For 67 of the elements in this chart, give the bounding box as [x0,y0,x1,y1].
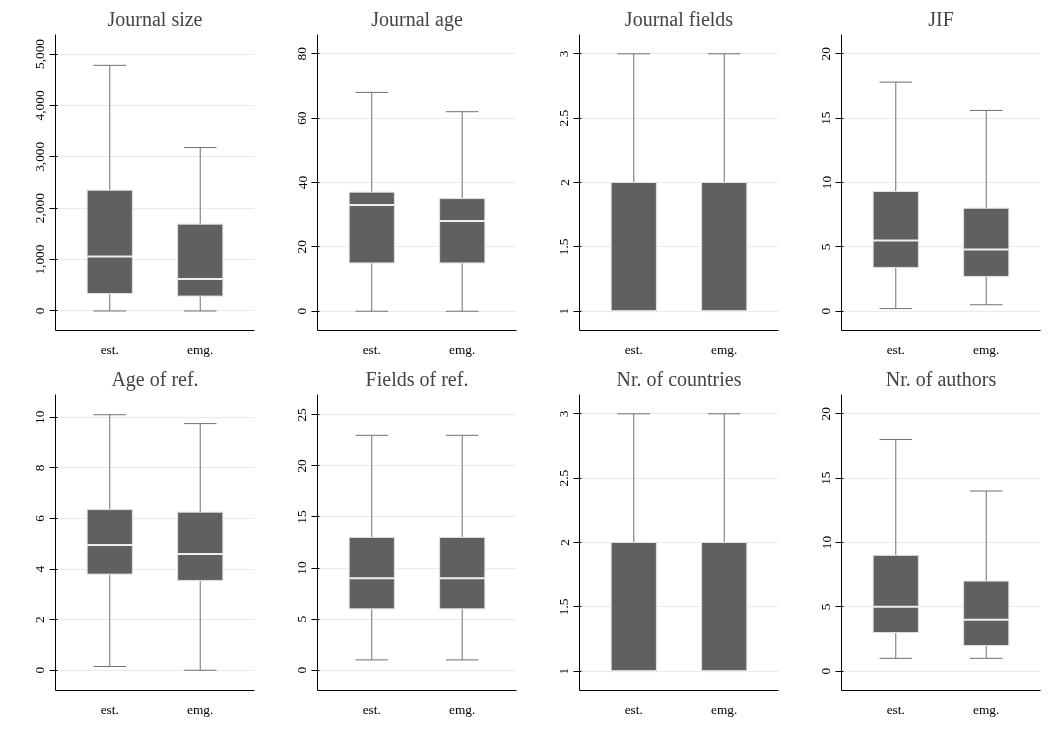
y-tick-label: 2.5 [556,109,572,127]
y-tick-label: 80 [294,46,310,61]
y-tick-label: 3 [556,410,572,418]
y-tick-label: 2 [32,616,48,623]
chart-title: Nr. of countries [616,367,742,390]
x-tick-label: emg. [449,341,476,357]
y-tick-label: 10 [818,535,834,550]
y-tick-label: 5 [294,615,310,623]
x-tick-label: est. [100,341,119,357]
y-tick-label: 10 [294,561,310,575]
y-tick-label: 1.5 [556,238,572,256]
y-tick-label: 60 [294,111,310,125]
y-tick-label: 15 [294,509,310,524]
y-tick-label: 3 [556,50,572,58]
y-tick-label: 1 [556,667,572,675]
x-tick-label: emg. [973,701,1000,717]
x-tick-label: est. [362,701,381,717]
y-tick-label: 20 [294,458,310,473]
chart-title: Age of ref. [111,367,199,391]
y-tick-label: 20 [818,46,834,61]
chart-title: Journal fields [624,7,734,30]
y-tick-label: 2 [556,179,572,186]
x-tick-label: emg. [449,701,476,717]
y-tick-label: 3,000 [32,141,48,172]
x-tick-label: est. [886,341,905,357]
chart-title: Journal age [371,7,463,31]
y-tick-label: 0 [818,667,834,675]
x-tick-label: est. [362,341,381,357]
y-tick-label: 4,000 [32,90,48,121]
y-tick-label: 1.5 [556,598,572,616]
x-tick-label: est. [100,701,119,717]
y-tick-label: 2 [556,539,572,546]
x-tick-label: emg. [973,341,1000,357]
y-tick-label: 40 [294,175,310,190]
y-tick-label: 20 [818,406,834,421]
x-tick-label: emg. [187,701,214,717]
x-tick-label: est. [886,701,905,717]
y-tick-label: 5,000 [32,38,48,70]
y-tick-label: 0 [294,666,310,674]
chart-title: Nr. of authors [885,367,997,390]
y-tick-label: 15 [818,111,834,125]
x-tick-label: est. [624,701,643,717]
y-tick-label: 0 [818,307,834,315]
y-tick-label: 25 [294,407,310,422]
y-tick-label: 15 [818,471,834,485]
x-tick-label: emg. [711,701,738,717]
x-tick-label: est. [624,341,643,357]
y-tick-label: 6 [32,514,48,522]
y-tick-label: 20 [294,239,310,254]
chart-title: JIF [928,7,954,30]
y-tick-label: 2.5 [556,469,572,487]
y-tick-label: 1,000 [32,244,48,275]
y-tick-label: 0 [32,307,48,315]
chart-title: Fields of ref. [365,367,469,390]
y-tick-label: 8 [32,464,48,472]
y-tick-label: 4 [32,565,48,573]
y-tick-label: 5 [818,603,834,611]
x-tick-label: emg. [187,341,214,357]
x-tick-label: emg. [711,341,738,357]
y-tick-label: 5 [818,243,834,251]
chart-title: Journal size [107,7,203,30]
y-tick-label: 2,000 [32,192,48,224]
y-tick-label: 0 [32,666,48,674]
y-tick-label: 10 [32,410,48,424]
y-tick-label: 0 [294,307,310,315]
y-tick-label: 10 [818,175,834,190]
y-tick-label: 1 [556,307,572,315]
